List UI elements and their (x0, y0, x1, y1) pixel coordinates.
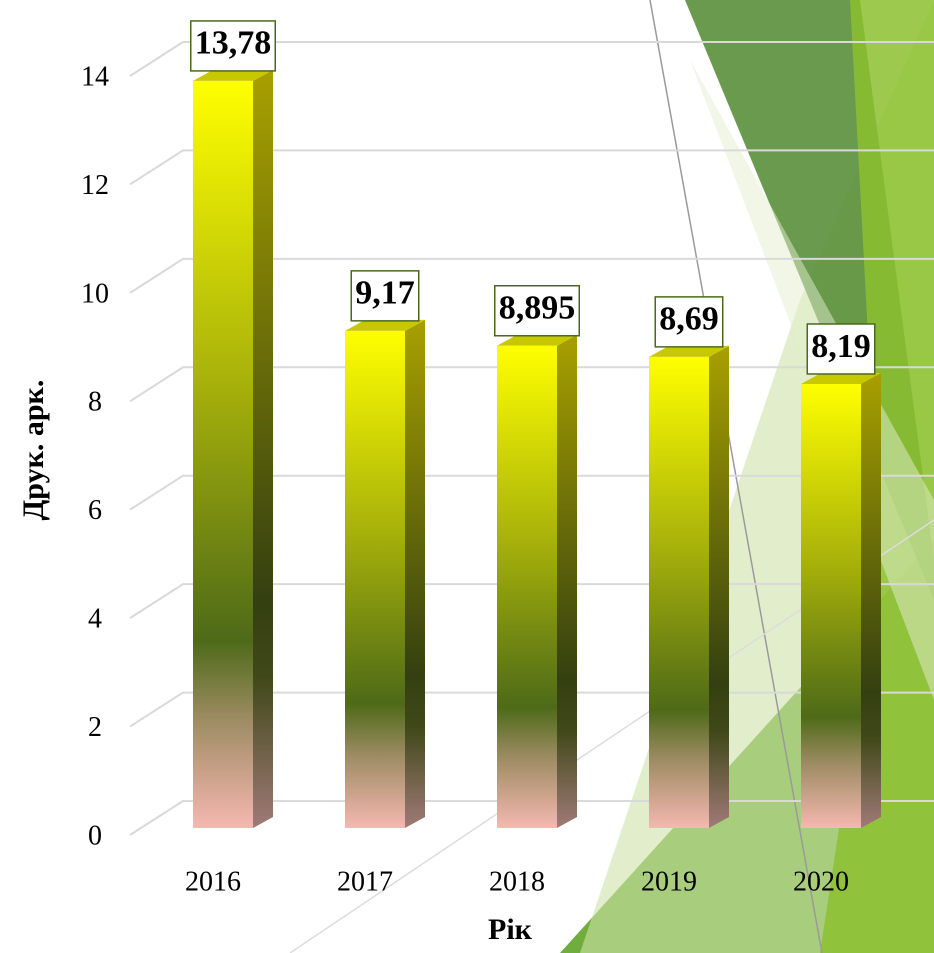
data-label-group: 8,19 (806, 323, 876, 375)
bar-top (193, 69, 273, 81)
y-tick-label: 8 (88, 387, 102, 418)
bar-side (253, 69, 273, 829)
bar-side (709, 345, 729, 828)
x-tick-label: 2016 (185, 866, 241, 897)
x-tick-label: 2018 (489, 866, 545, 897)
grid-line (129, 257, 934, 294)
data-label: 8,19 (811, 328, 871, 365)
data-label-group: 8,895 (494, 285, 580, 337)
bar-top (497, 334, 577, 346)
bar (497, 345, 557, 828)
data-label-group: 8,69 (654, 296, 724, 348)
bar-side (861, 372, 881, 828)
bar-side (405, 319, 425, 828)
bar (801, 383, 861, 828)
data-label-box (654, 296, 724, 348)
data-label: 9,17 (355, 275, 415, 312)
y-tick-label: 2 (88, 712, 102, 743)
y-axis-title: Друк. арк. (17, 380, 50, 521)
bar-top (801, 372, 881, 384)
x-tick-label: 2017 (337, 866, 393, 897)
bar-top (649, 345, 729, 357)
data-label-box (190, 20, 276, 72)
data-label: 8,895 (499, 290, 576, 327)
x-tick-label: 2019 (641, 866, 697, 897)
bar (193, 80, 253, 829)
data-label-box (494, 285, 580, 337)
bar (649, 356, 709, 828)
x-tick-label: 2020 (793, 866, 849, 897)
data-label-box (350, 270, 420, 322)
x-axis-title: Рік (488, 913, 533, 946)
y-tick-label: 4 (88, 604, 102, 635)
grid-line (129, 41, 934, 77)
bar-top (345, 319, 425, 331)
data-label: 8,69 (659, 301, 719, 338)
plot: 0 2 4 6 8 10 12 14 2016 13,78 2017 9,17 2018 8,895 201… (81, 20, 934, 897)
y-tick-label: 14 (81, 61, 109, 92)
y-tick-label: 10 (81, 278, 109, 309)
data-label-group: 13,78 (190, 20, 276, 72)
data-label-group: 9,17 (350, 270, 420, 322)
y-tick-label: 12 (81, 170, 109, 201)
data-label: 13,78 (195, 25, 272, 62)
bar-side (557, 334, 577, 828)
grid-line (129, 149, 934, 186)
y-tick-label: 6 (88, 495, 102, 526)
y-tick-label: 0 (88, 820, 102, 851)
bar (345, 330, 405, 828)
data-label-box (806, 323, 876, 375)
